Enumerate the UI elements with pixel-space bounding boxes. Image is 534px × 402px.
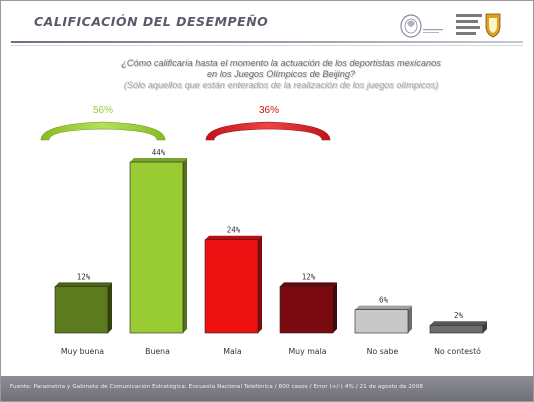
category-label: No sabe — [367, 347, 399, 356]
bar — [279, 286, 334, 334]
positive-group-label: 56% — [93, 105, 113, 116]
bar-chart: 56% 36% 12% Muy buena 44% Buena 24% Mala 12% Mu… — [40, 105, 487, 356]
category-label: Muy mala — [288, 347, 326, 356]
bar-top — [280, 282, 337, 287]
data-label: 12% — [77, 272, 91, 281]
header-divider — [11, 41, 523, 43]
bar-top — [130, 158, 187, 162]
bar — [354, 309, 409, 334]
category-label: Buena — [145, 347, 170, 356]
footer-bar: Fuente: Parametría y Gabinete de Comunic… — [1, 376, 533, 401]
bar — [54, 286, 109, 334]
question-line-2: en los Juegos Olímpicos de Beijing? — [206, 69, 356, 79]
bar-top — [55, 282, 112, 287]
bar-top — [355, 305, 412, 310]
bar-side — [333, 282, 337, 333]
negative-group-arc — [205, 121, 331, 141]
footer-source: Fuente: Parametría y Gabinete de Comunic… — [10, 384, 424, 390]
institution-seal-logo — [400, 14, 443, 38]
shield-icon — [485, 13, 501, 38]
data-label: 2% — [454, 311, 464, 320]
bar — [129, 161, 184, 334]
data-label: 24% — [227, 226, 241, 235]
bar — [429, 324, 484, 334]
positive-group-arc — [40, 121, 166, 141]
data-label: 12% — [302, 272, 316, 281]
page-title: CALIFICACIÓN DEL DESEMPEÑO — [34, 14, 269, 29]
category-label: No contestó — [434, 347, 481, 356]
bar-side — [108, 282, 112, 333]
negative-group-label: 36% — [259, 105, 279, 116]
bar-top — [205, 235, 262, 240]
header-divider-thin — [11, 45, 523, 46]
bar-side — [483, 321, 487, 333]
data-label: 44% — [152, 148, 166, 157]
category-label: Muy buena — [61, 347, 104, 356]
question-line-1: ¿Cómo calificaría hasta el momento la ac… — [121, 58, 441, 68]
gabinete-logo — [456, 14, 482, 35]
category-label: Mala — [223, 347, 242, 356]
bar — [204, 239, 259, 334]
question-note: (Sólo aquellos que están enterados de la… — [123, 80, 439, 90]
bar-side — [258, 235, 262, 333]
data-label: 6% — [379, 296, 389, 305]
bar-side — [408, 305, 412, 333]
bar-top — [430, 321, 487, 326]
survey-question: ¿Cómo calificaría hasta el momento la ac… — [61, 58, 501, 91]
bar-side — [183, 158, 187, 333]
